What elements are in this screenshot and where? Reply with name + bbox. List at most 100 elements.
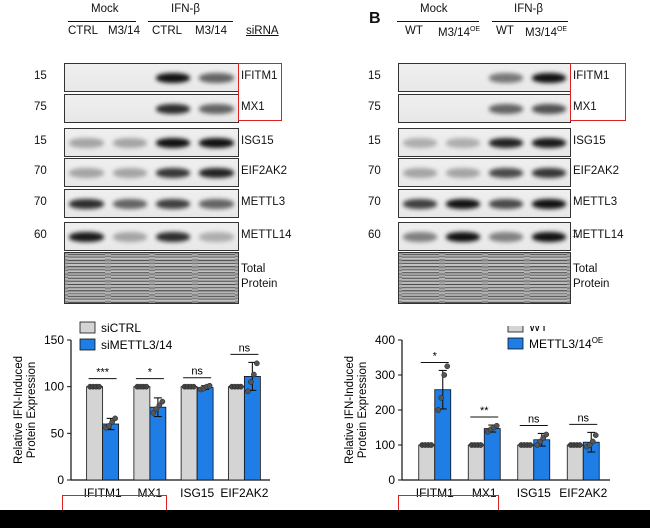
bar-wt <box>418 444 436 481</box>
highlight-box-b <box>570 63 626 121</box>
protein-label: MX1 <box>573 101 597 113</box>
lane-label-a-3: CTRL <box>152 25 183 37</box>
band <box>199 103 234 114</box>
band <box>531 103 566 114</box>
blot-row-isg15 <box>64 128 239 157</box>
mw-label: 60 <box>368 229 381 241</box>
y-tick-label: 0 <box>388 473 395 487</box>
band <box>488 137 523 148</box>
protein-label: MX1 <box>241 101 265 113</box>
legend-swatch <box>79 321 96 334</box>
data-point <box>106 423 112 429</box>
data-point <box>153 406 160 412</box>
band <box>112 167 148 178</box>
y-tick-label: 150 <box>44 333 64 347</box>
data-point <box>143 383 150 390</box>
band <box>199 167 234 178</box>
lane-label-a-1: CTRL <box>68 25 99 37</box>
band <box>112 198 148 209</box>
y-tick-label: 0 <box>57 473 64 487</box>
blot-row-isg15 <box>398 128 571 157</box>
chart-b: 0 100 200 300 400 Relative IFN-Induced Protein… <box>344 326 610 500</box>
data-point <box>190 383 197 390</box>
mettl14-arrows: → → <box>571 225 579 240</box>
band <box>155 231 191 242</box>
category-label: EIF2AK2 <box>559 486 607 500</box>
data-point <box>438 394 445 401</box>
band <box>69 198 104 209</box>
bar-sictrl <box>133 386 151 481</box>
data-point <box>96 383 102 390</box>
data-point <box>527 442 534 448</box>
data-point <box>206 382 213 389</box>
band <box>446 198 481 209</box>
data-point <box>444 363 451 370</box>
data-point <box>109 419 115 425</box>
bar-wt <box>467 444 485 481</box>
protein-label: EIF2AK2 <box>241 165 288 177</box>
protein-label: ISG15 <box>241 135 274 147</box>
data-point <box>589 438 596 445</box>
protein-label: METTL3 <box>241 196 286 208</box>
bar-mettl3-14 <box>483 428 501 481</box>
mw-label: 15 <box>368 135 381 147</box>
blot-row-mettl3 <box>64 189 239 218</box>
bar-wt <box>566 444 584 481</box>
group-line-mock-a <box>68 21 136 22</box>
protein-label: METTL14 <box>241 229 292 241</box>
band <box>488 198 523 209</box>
category-label: IFITM1 <box>84 486 122 500</box>
band <box>488 72 523 83</box>
data-point <box>245 388 251 395</box>
bar-sictrl <box>86 386 104 481</box>
band <box>531 167 566 178</box>
data-point <box>428 442 435 448</box>
y-tick-label: 100 <box>44 380 64 394</box>
category-label: MX1 <box>138 486 163 500</box>
legend-swatch <box>507 326 524 333</box>
significance-label: * <box>433 350 438 362</box>
lane-label-b-3: WT <box>496 25 514 37</box>
data-point <box>150 409 157 416</box>
mw-label: 60 <box>34 229 47 241</box>
legend-swatch <box>507 337 524 350</box>
blot-row-ifitm1 <box>398 63 571 92</box>
category-label: ISG15 <box>517 486 551 500</box>
y-tick-label: 50 <box>51 426 65 440</box>
data-point <box>112 415 118 422</box>
band <box>199 72 234 83</box>
band <box>155 137 191 148</box>
category-label: IFITM1 <box>416 486 454 500</box>
data-point <box>248 379 254 385</box>
data-point <box>592 432 599 439</box>
y-axis-label: Relative IFN-Induced <box>13 356 25 464</box>
total-protein-label: Total Protein <box>241 263 278 290</box>
highlight-box-a <box>238 63 282 121</box>
total-protein-blot <box>398 252 571 304</box>
sirna-label: siRNA <box>246 25 279 37</box>
band <box>488 103 523 114</box>
legend-label: siCTRL <box>101 321 141 335</box>
data-point <box>441 372 448 378</box>
protein-label: METTL3 <box>573 196 618 208</box>
blot-row-ifitm1 <box>64 63 239 92</box>
blot-row-mx1 <box>398 94 571 123</box>
band <box>446 231 481 242</box>
band <box>112 137 148 148</box>
blot-row-eif2ak2 <box>398 158 571 187</box>
lane-label-b-1: WT <box>405 25 423 37</box>
legend-label: WT <box>529 326 548 334</box>
significance-label: ** <box>480 405 489 417</box>
data-point <box>576 442 583 448</box>
band <box>403 198 438 209</box>
lane-label-a-4: M3/14 <box>195 25 227 37</box>
band <box>446 167 481 178</box>
protein-label: EIF2AK2 <box>573 165 620 177</box>
mw-label: 75 <box>34 101 47 113</box>
y-tick-label: 200 <box>375 403 395 417</box>
bar-simettl3-14 <box>102 423 120 481</box>
significance-label: ns <box>528 413 540 425</box>
bar-sictrl <box>180 386 198 481</box>
band <box>69 167 104 178</box>
legend-swatch <box>79 338 96 351</box>
